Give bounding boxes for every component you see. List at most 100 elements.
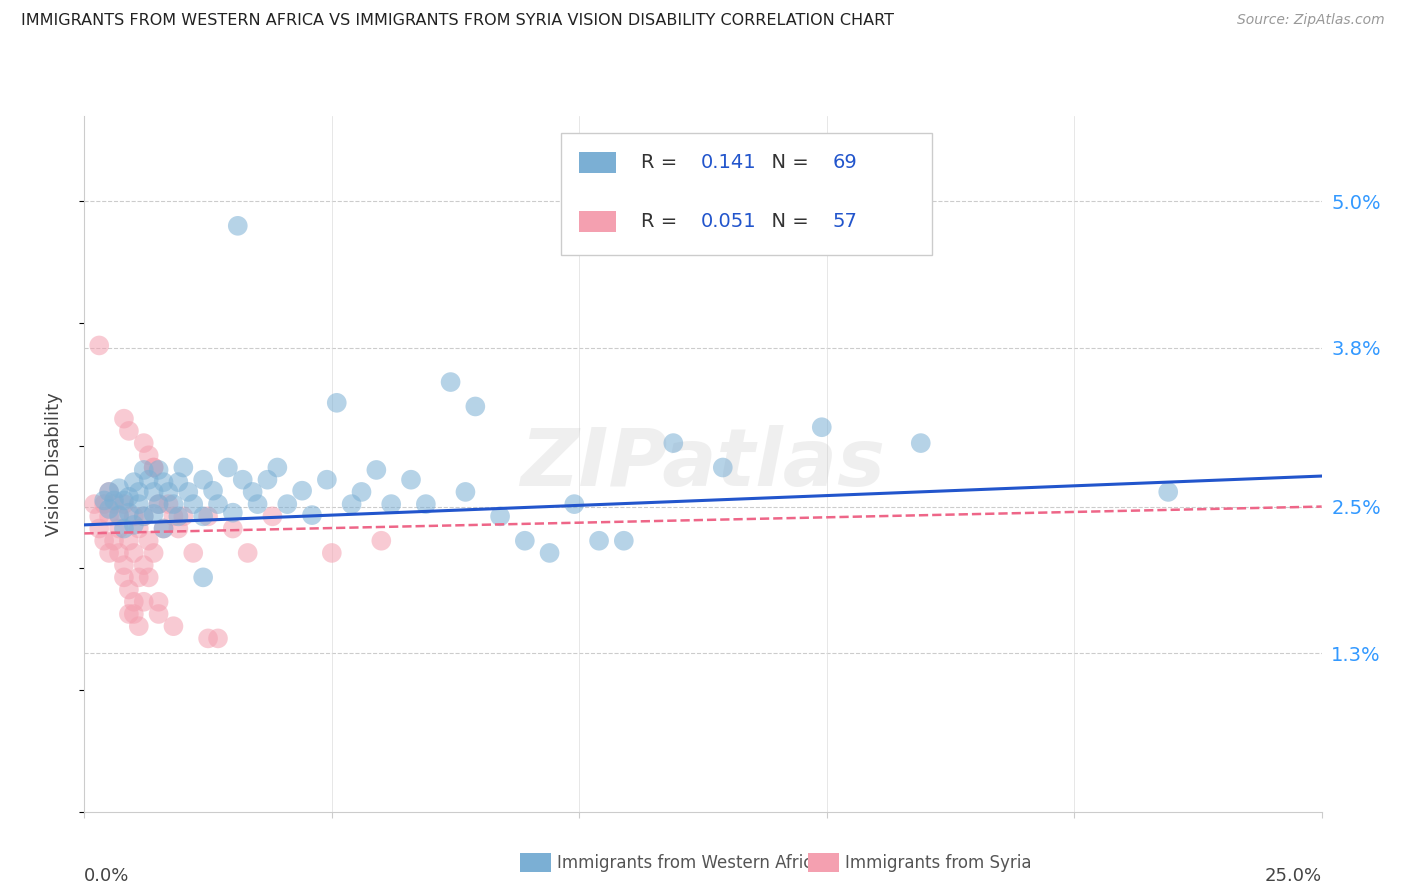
Point: [112, 558, 135, 573]
Point: [108, 508, 131, 522]
Point: [191, 509, 214, 524]
Point: [172, 509, 194, 524]
Point: [613, 533, 636, 548]
Point: [370, 533, 392, 548]
Point: [118, 582, 141, 597]
Point: [142, 507, 165, 521]
Text: 0.0%: 0.0%: [84, 867, 129, 885]
Point: [128, 497, 150, 511]
Point: [128, 570, 150, 584]
Point: [202, 483, 225, 498]
Point: [103, 493, 125, 508]
Point: [157, 484, 180, 499]
Point: [93, 533, 115, 548]
Text: 69: 69: [832, 153, 858, 172]
Point: [98, 509, 121, 524]
Point: [222, 522, 245, 536]
Point: [112, 411, 135, 425]
Point: [142, 484, 165, 499]
Point: [291, 483, 314, 498]
Point: [207, 497, 229, 511]
Point: [122, 607, 145, 621]
Point: [439, 375, 461, 389]
Point: [162, 509, 184, 524]
Point: [98, 546, 121, 560]
Point: [711, 460, 734, 475]
Point: [326, 396, 349, 410]
Point: [142, 460, 165, 475]
Point: [246, 497, 269, 511]
Point: [142, 546, 165, 560]
Point: [197, 509, 219, 524]
Point: [301, 508, 323, 522]
Point: [132, 509, 155, 524]
Text: Source: ZipAtlas.com: Source: ZipAtlas.com: [1237, 13, 1385, 28]
Point: [217, 460, 239, 475]
Point: [89, 522, 111, 536]
Point: [108, 509, 131, 524]
Point: [172, 460, 194, 475]
Point: [256, 473, 278, 487]
Point: [236, 546, 259, 560]
Point: [112, 522, 135, 536]
Point: [108, 546, 131, 560]
Point: [118, 424, 141, 438]
Point: [148, 607, 170, 621]
Point: [148, 497, 170, 511]
Point: [415, 497, 437, 511]
Point: [89, 338, 111, 352]
Point: [162, 619, 184, 633]
Point: [181, 546, 204, 560]
Point: [93, 493, 115, 508]
Point: [112, 497, 135, 511]
Point: [112, 493, 135, 508]
Y-axis label: Vision Disability: Vision Disability: [45, 392, 63, 536]
Point: [132, 436, 155, 450]
Text: 57: 57: [832, 212, 858, 231]
FancyBboxPatch shape: [579, 153, 616, 173]
Point: [138, 448, 160, 462]
Point: [207, 632, 229, 646]
Point: [197, 632, 219, 646]
FancyBboxPatch shape: [561, 133, 932, 255]
Point: [588, 533, 610, 548]
Text: ZIPatlas: ZIPatlas: [520, 425, 886, 503]
Point: [222, 506, 245, 520]
Point: [910, 436, 932, 450]
Point: [366, 463, 388, 477]
Point: [152, 475, 174, 490]
Point: [181, 497, 204, 511]
Point: [108, 522, 131, 536]
Point: [122, 595, 145, 609]
Point: [103, 533, 125, 548]
Point: [167, 522, 190, 536]
Point: [538, 546, 561, 560]
Point: [93, 497, 115, 511]
Point: [138, 570, 160, 584]
Point: [242, 484, 264, 499]
Point: [148, 463, 170, 477]
Point: [191, 473, 214, 487]
Point: [142, 460, 165, 475]
Point: [454, 484, 477, 499]
Point: [138, 473, 160, 487]
Point: [118, 607, 141, 621]
Point: [108, 481, 131, 495]
Point: [128, 484, 150, 499]
Point: [98, 484, 121, 499]
Point: [118, 506, 141, 520]
Point: [98, 484, 121, 499]
Point: [132, 509, 155, 524]
Point: [162, 497, 184, 511]
Point: [177, 484, 200, 499]
Point: [132, 595, 155, 609]
Point: [128, 619, 150, 633]
Text: 25.0%: 25.0%: [1264, 867, 1322, 885]
Point: [810, 420, 832, 434]
Text: N =: N =: [759, 153, 814, 172]
Text: R =: R =: [641, 153, 683, 172]
FancyBboxPatch shape: [579, 211, 616, 232]
Text: IMMIGRANTS FROM WESTERN AFRICA VS IMMIGRANTS FROM SYRIA VISION DISABILITY CORREL: IMMIGRANTS FROM WESTERN AFRICA VS IMMIGR…: [21, 13, 894, 29]
Point: [321, 546, 343, 560]
Point: [315, 473, 337, 487]
